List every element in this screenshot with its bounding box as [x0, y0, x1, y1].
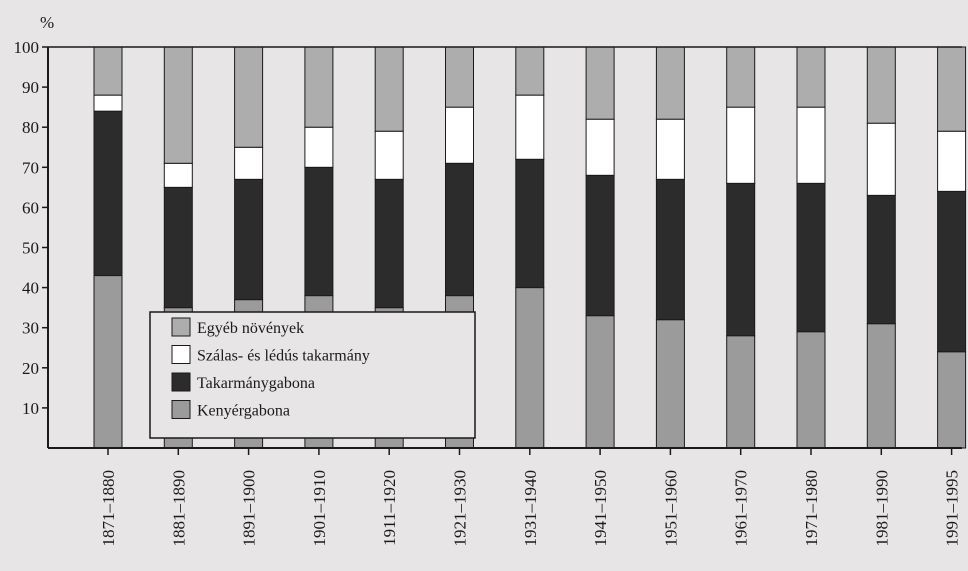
bar-segment-4-10 — [726, 46, 756, 108]
bar-segment-1-8 — [585, 315, 615, 449]
bar-segment-4-6 — [445, 46, 474, 108]
bar-segment-4-7 — [515, 46, 545, 96]
bar-segment-3-10 — [726, 106, 756, 184]
x-tick-label-8: 1941–1950 — [591, 470, 610, 547]
x-tick-label-10: 1961–1970 — [732, 470, 751, 547]
y-tick-label-10: 10 — [22, 399, 39, 418]
x-tick-label-2: 1881–1890 — [169, 470, 188, 547]
bar-segment-2-6 — [445, 162, 474, 297]
bar-segment-2-10 — [726, 182, 756, 337]
y-tick-label-90: 90 — [22, 78, 39, 97]
bar-segment-3-3 — [234, 146, 264, 180]
bar-segment-4-8 — [585, 46, 615, 120]
bar-segment-3-13 — [937, 130, 967, 192]
legend-swatch-1 — [171, 317, 191, 337]
bar-segment-2-8 — [585, 174, 615, 317]
bar-segment-1-10 — [726, 335, 756, 449]
y-tick-label-50: 50 — [22, 239, 39, 258]
bar-segment-3-12 — [866, 122, 896, 196]
bar-segment-3-2 — [163, 162, 193, 188]
legend-label-3: Takarmánygabona — [197, 375, 315, 392]
legend-label-2: Szálas- és lédús takarmány — [197, 348, 370, 365]
bar-segment-4-3 — [234, 46, 264, 148]
y-tick-label-80: 80 — [22, 118, 39, 137]
bar-segment-3-7 — [515, 94, 545, 160]
bar-segment-3-9 — [655, 118, 685, 180]
bar-segment-3-11 — [796, 106, 826, 184]
y-tick-label-40: 40 — [22, 279, 39, 298]
x-tick-label-12: 1981–1990 — [872, 470, 891, 547]
bar-segment-4-4 — [304, 46, 334, 128]
legend-swatch-4 — [171, 400, 191, 419]
bar-segment-4-11 — [796, 46, 826, 108]
bars-group — [93, 46, 967, 449]
bar-segment-2-13 — [937, 190, 967, 353]
legend-swatch-3 — [171, 372, 191, 392]
x-tick-label-5: 1911–1920 — [380, 470, 399, 546]
y-axis-unit-label: % — [40, 13, 54, 32]
bar-segment-1-13 — [937, 351, 967, 449]
x-tick-label-3: 1891–1900 — [240, 470, 259, 547]
bar-segment-2-5 — [374, 178, 404, 309]
x-tick-label-4: 1901–1910 — [310, 470, 329, 547]
bar-segment-2-1 — [93, 110, 123, 277]
bar-segment-2-2 — [163, 186, 193, 309]
bar-segment-2-11 — [796, 182, 826, 333]
x-tick-label-13: 1991–1995 — [943, 470, 962, 547]
bar-segment-1-11 — [796, 331, 826, 449]
x-tick-label-7: 1931–1940 — [521, 470, 540, 547]
bar-segment-4-2 — [163, 46, 193, 164]
legend-label-4: Kenyérgabona — [197, 403, 290, 420]
y-tick-label-100: 100 — [14, 38, 40, 57]
bar-segment-1-9 — [655, 319, 685, 449]
legend-box — [149, 311, 476, 439]
bar-segment-1-1 — [93, 275, 123, 449]
bar-segment-2-12 — [866, 194, 896, 325]
y-tick-label-30: 30 — [22, 319, 39, 338]
bar-segment-2-3 — [234, 178, 264, 301]
axes-group: 10 20 30 40 50 60 70 80 90 100 1871–1880 1881–1890 1… — [14, 38, 962, 547]
bar-segment-3-1 — [93, 94, 123, 112]
bar-segment-3-4 — [304, 126, 334, 168]
y-tick-label-60: 60 — [22, 198, 39, 217]
y-tick-label-20: 20 — [22, 359, 39, 378]
bar-segment-2-4 — [304, 166, 334, 297]
legend-label-1: Egyéb növények — [197, 320, 304, 337]
x-tick-label-1: 1871–1880 — [99, 470, 118, 547]
x-tick-label-6: 1921–1930 — [451, 470, 470, 547]
bar-segment-2-9 — [655, 178, 685, 321]
bar-segment-4-12 — [866, 46, 896, 124]
bar-segment-3-6 — [445, 106, 474, 164]
bar-segment-1-12 — [866, 323, 896, 449]
bar-segment-4-13 — [937, 46, 967, 132]
legend: Egyéb növények Szálas- és lédús takarmány… — [149, 311, 476, 439]
x-tick-label-9: 1951–1960 — [661, 470, 680, 547]
y-tick-label-70: 70 — [22, 158, 39, 177]
bar-segment-4-5 — [374, 46, 404, 132]
bar-segment-3-5 — [374, 130, 404, 180]
bar-segment-4-1 — [93, 46, 123, 96]
bar-segment-3-8 — [585, 118, 615, 176]
x-tick-label-11: 1971–1980 — [802, 470, 821, 547]
bar-segment-1-7 — [515, 287, 545, 449]
bar-segment-4-9 — [655, 46, 685, 120]
legend-swatch-2 — [171, 345, 191, 364]
bar-segment-2-7 — [515, 158, 545, 289]
